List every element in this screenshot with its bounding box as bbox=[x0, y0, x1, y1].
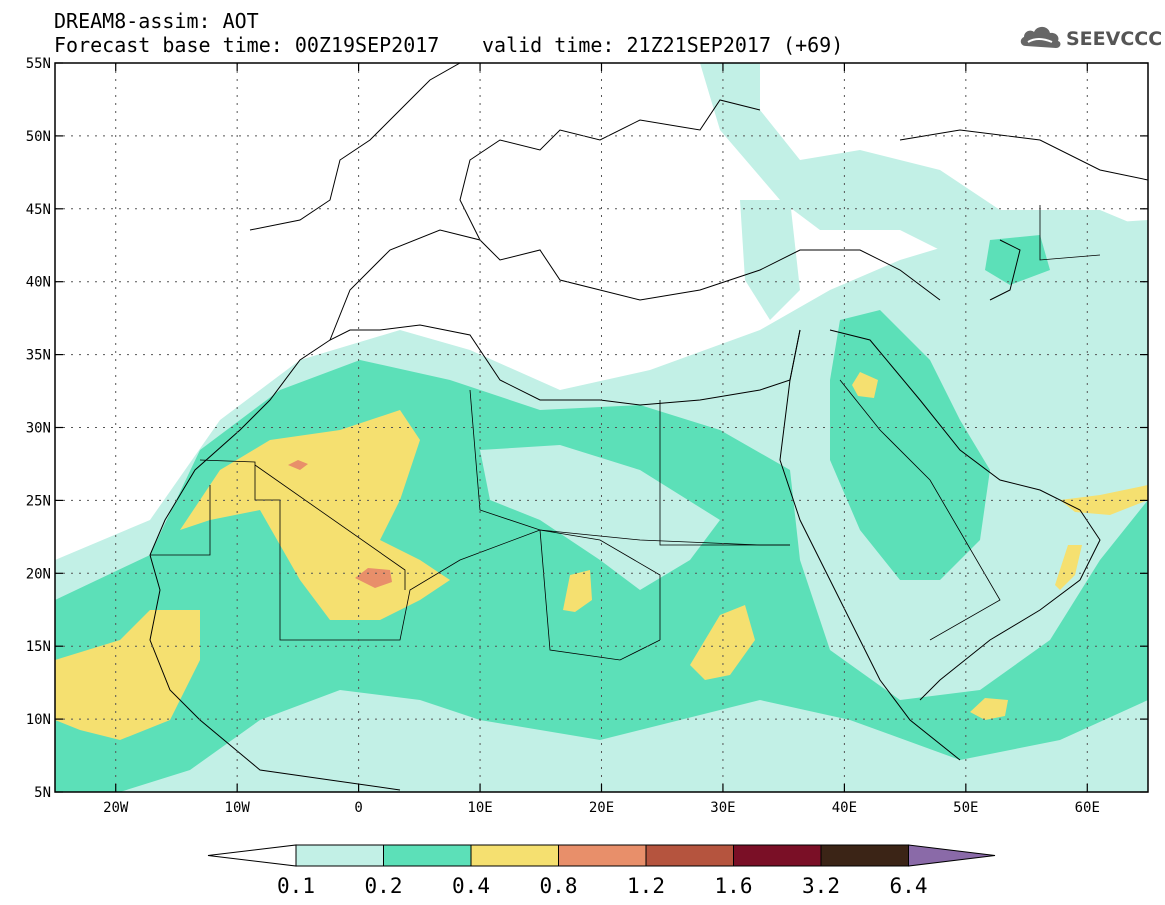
aot-contour-0.2-interior bbox=[480, 445, 720, 590]
colorbar-label: 6.4 bbox=[890, 874, 928, 898]
colorbar-box bbox=[470, 844, 559, 867]
colorbar-label: 0.1 bbox=[277, 874, 315, 898]
colorbar-label: 3.2 bbox=[802, 874, 840, 898]
colorbar-box bbox=[645, 844, 734, 867]
colorbar-label: 0.8 bbox=[540, 874, 578, 898]
colorbar-min-arrow bbox=[207, 844, 297, 867]
lat-label: 30N bbox=[26, 421, 51, 437]
lat-label: 35N bbox=[26, 348, 51, 364]
colorbar-label: 1.6 bbox=[715, 874, 753, 898]
aot-contour-0.4-oman bbox=[1055, 545, 1082, 590]
cloud-icon bbox=[1020, 26, 1061, 48]
lat-label: 50N bbox=[26, 129, 51, 145]
map-title: DREAM8-assim: AOT bbox=[54, 9, 259, 33]
forecast-base-time: Forecast base time: 00Z19SEP2017 bbox=[54, 33, 440, 57]
colorbar-box bbox=[558, 844, 647, 867]
colorbar-box bbox=[733, 844, 822, 867]
aot-contour-0.4-iraq bbox=[852, 372, 878, 398]
lat-label: 55N bbox=[26, 56, 51, 72]
aot-contour-0.4-sudan bbox=[690, 605, 755, 680]
lat-label: 45N bbox=[26, 202, 51, 218]
aot-contour-0.8-morocco bbox=[288, 460, 308, 470]
lat-label: 20N bbox=[26, 566, 51, 582]
aot-contour-0.8-mali bbox=[355, 568, 392, 588]
colorbar-label: 1.2 bbox=[627, 874, 665, 898]
seevccc-logo: SEEVCCC bbox=[1018, 22, 1162, 54]
logo-text: SEEVCCC bbox=[1066, 28, 1163, 50]
colorbar-box bbox=[295, 844, 384, 867]
latitude-axis: 5N 10N 15N 20N 25N 30N 35N 40N 45N 50N 55N bbox=[26, 56, 1148, 801]
lon-label: 20E bbox=[589, 800, 614, 816]
aot-contour-0.4-westafrica bbox=[55, 610, 200, 740]
aot-contour-0.4-somalia bbox=[970, 698, 1008, 720]
lon-label: 30E bbox=[710, 800, 735, 816]
lon-label: 20W bbox=[103, 800, 129, 816]
lon-label: 40E bbox=[832, 800, 857, 816]
longitude-axis: 20W 10W 0 10E 20E 30E 40E 50E 60E bbox=[103, 63, 1100, 816]
lat-label: 25N bbox=[26, 493, 51, 509]
aot-contour-0.4-sahara bbox=[180, 410, 450, 620]
lon-label: 10W bbox=[225, 800, 251, 816]
lon-label: 0 bbox=[354, 800, 362, 816]
lon-label: 60E bbox=[1075, 800, 1100, 816]
colorbar-label: 0.4 bbox=[452, 874, 490, 898]
country-borders bbox=[150, 205, 1101, 661]
lon-label: 50E bbox=[953, 800, 978, 816]
colorbar-box bbox=[820, 844, 909, 867]
coastlines bbox=[149, 63, 1148, 791]
aot-contour-0.1-stream bbox=[740, 200, 800, 320]
aot-contour-0.4-chad bbox=[563, 570, 592, 612]
lon-label: 10E bbox=[467, 800, 492, 816]
colorbar: 0.1 0.2 0.4 0.8 1.2 1.6 3.2 6.4 bbox=[207, 844, 996, 898]
lat-label: 15N bbox=[26, 639, 51, 655]
lat-label: 40N bbox=[26, 275, 51, 291]
colorbar-box bbox=[383, 844, 472, 867]
valid-time: valid time: 21Z21SEP2017 (+69) bbox=[482, 33, 844, 57]
lat-label: 10N bbox=[26, 712, 51, 728]
colorbar-max-arrow bbox=[908, 844, 996, 867]
lat-label: 5N bbox=[34, 785, 51, 801]
colorbar-label: 0.2 bbox=[365, 874, 403, 898]
graticule bbox=[55, 63, 1148, 792]
